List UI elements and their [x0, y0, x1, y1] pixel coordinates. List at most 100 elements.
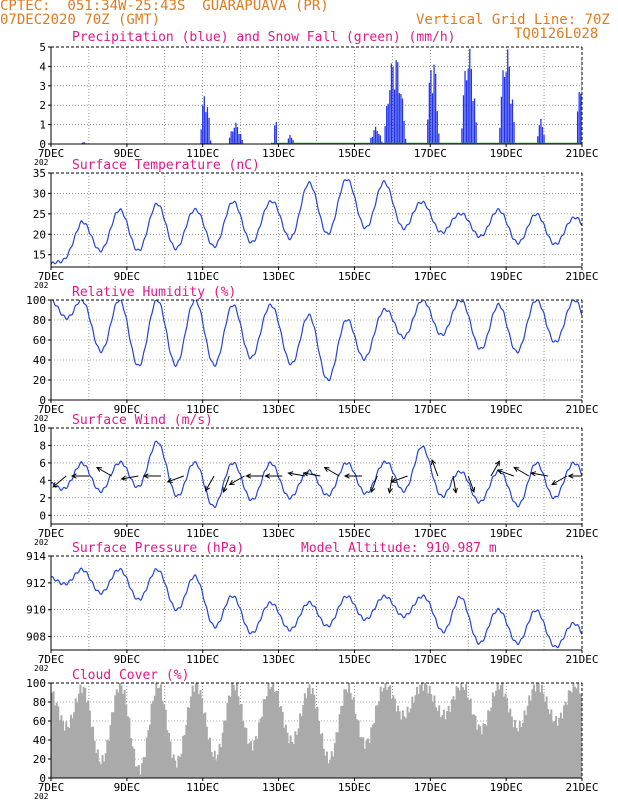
panel-6-cloud-bar — [265, 696, 268, 778]
panel-1-y-tick-label: 0 — [39, 138, 46, 151]
panel-1-precip-bar — [373, 130, 375, 144]
panel-6-cloud-bar — [357, 720, 360, 778]
panel-4-x-tick-label: 19DEC — [490, 527, 523, 540]
panel-6-cloud-bar — [422, 690, 425, 778]
panel-6-cloud-bar — [242, 721, 245, 778]
panel-4-wind-arrowhead — [120, 475, 127, 481]
panel-1-precip-bar — [206, 107, 209, 144]
panel-6-cloud-bar — [288, 743, 291, 778]
panel-6-cloud-bar — [447, 705, 450, 778]
panel-6-cloud-bar — [444, 719, 447, 778]
panel-6-cloud-bar — [346, 692, 349, 778]
panel-6-cloud-bar — [408, 712, 411, 778]
panel-1-precip-bar — [379, 135, 381, 144]
panel-6-cloud-bar — [502, 696, 505, 778]
panel-6-x-tick-label: 21DEC — [565, 781, 598, 794]
panel-6-cloud-bar — [378, 701, 381, 778]
panel-2-y-tick-label: 20 — [33, 228, 46, 241]
panel-6-cloud-bar — [514, 720, 517, 778]
panel-6-cloud-bar — [179, 757, 181, 778]
panel-6-cloud-bar — [311, 688, 314, 778]
panel-5-year-label: 202 — [34, 664, 49, 673]
panel-2-x-tick-label: 17DEC — [414, 270, 447, 283]
panel-6-cloud-bar — [540, 684, 543, 778]
panel-6-cloud-bar — [297, 728, 300, 778]
panel-1-precip-bar — [499, 127, 501, 144]
panel-2-series-line — [51, 179, 582, 265]
panel-6-cloud-bar — [213, 750, 216, 778]
panel-6-cloud-bar — [106, 739, 109, 778]
panel-1-precip-bar — [205, 112, 207, 144]
panel-6-cloud-bar — [349, 693, 352, 778]
panel-2-year-label: 202 — [34, 281, 49, 290]
panel-5-x-tick-label: 15DEC — [338, 653, 371, 666]
panel-6-cloud-bar — [120, 685, 123, 778]
panel-6-cloud-bar — [248, 742, 251, 778]
panel-6-cloud-bar — [477, 724, 480, 778]
panel-6-cloud-bar — [239, 704, 242, 778]
panel-6-cloud-bar — [455, 686, 458, 778]
panel-6-cloud-bar — [101, 755, 104, 778]
panel-6-cloud-bar — [419, 685, 422, 778]
panel-4-wind-arrowhead — [142, 473, 149, 479]
panel-6-cloud-bar — [199, 690, 202, 778]
panel-1-precip-bar — [233, 127, 235, 144]
panel-6-cloud-bar — [324, 755, 327, 778]
panel-6-cloud-bar — [202, 713, 205, 778]
panel-6-cloud-bar — [294, 731, 297, 778]
panel-6-cloud-bar — [498, 689, 501, 778]
panel-6-cloud-bar — [84, 687, 87, 778]
panel-6-cloud-bar — [115, 689, 118, 778]
panel-6-cloud-bar — [526, 705, 529, 778]
panel-6-cloud-bar — [341, 705, 344, 778]
panel-6-cloud-bar — [561, 718, 564, 778]
panel-6-cloud-bar — [466, 697, 469, 778]
panel-6-cloud-bar — [458, 690, 461, 778]
panel-6-cloud-bar — [313, 694, 316, 778]
panel-6-cloud-bar — [325, 751, 328, 778]
panel-4-wind-arrowhead — [302, 471, 309, 477]
panel-6-cloud-bar — [493, 696, 496, 778]
panel-2-x-tick-label: 11DEC — [186, 270, 219, 283]
panel-6-cloud-bar — [224, 720, 227, 778]
panel-6-cloud-bar — [392, 695, 395, 778]
panel-2-title: Surface Temperature (nC) — [72, 158, 260, 173]
panel-6-cloud-bar — [550, 709, 553, 778]
panel-6-cloud-bar — [270, 686, 273, 778]
panel-4-wind-arrowhead — [390, 477, 397, 483]
panel-6-x-tick-label: 15DEC — [338, 781, 371, 794]
panel-1-precip-bar — [473, 98, 476, 144]
panel-3-x-tick-label: 21DEC — [565, 403, 598, 416]
panel-6-cloud-bar — [314, 708, 317, 778]
panel-1-precip-bar — [576, 111, 579, 144]
panel-6-cloud-bar — [390, 698, 393, 778]
panel-6-cloud-bar — [563, 705, 566, 778]
panel-6-cloud-bar — [531, 689, 534, 778]
panel-1-precip-bar — [241, 139, 243, 144]
panel-6-cloud-bar — [216, 754, 219, 778]
panel-1-x-tick-label: 9DEC — [114, 147, 141, 160]
panel-4-x-tick-label: 7DEC — [38, 527, 65, 540]
panel-6-cloud-bar — [463, 690, 466, 778]
panel-6-cloud-bar — [85, 702, 88, 778]
panel-4-wind-arrowhead — [470, 486, 476, 494]
panel-2-x-tick-label: 19DEC — [490, 270, 523, 283]
panel-1-plot-area — [51, 47, 582, 144]
panel-6-cloud-bar — [506, 698, 509, 778]
panel-6-cloud-bar — [300, 716, 303, 778]
panel-6-cloud-bar — [152, 700, 155, 778]
panel-6-cloud-bar — [580, 694, 582, 778]
panel-3-series-line — [51, 300, 582, 382]
panel-6-cloud-bar — [171, 758, 174, 778]
panel-4-wind-arrow — [167, 475, 184, 483]
panel-6-cloud-bar — [272, 683, 275, 778]
panel-1-precip-bar — [508, 66, 510, 144]
panel-4-wind-arrowhead — [70, 473, 77, 479]
panel-4-wind-arrow — [531, 472, 548, 477]
panel-6-cloud-bar — [303, 693, 306, 778]
panel-6-cloud-bar — [197, 694, 200, 778]
panel-1-precip-bar — [378, 134, 380, 144]
panel-1-precip-bar — [386, 106, 388, 144]
panel-1-title: Precipitation (blue) and Snow Fall (gree… — [72, 30, 456, 45]
panel-5-x-tick-label: 17DEC — [414, 653, 447, 666]
